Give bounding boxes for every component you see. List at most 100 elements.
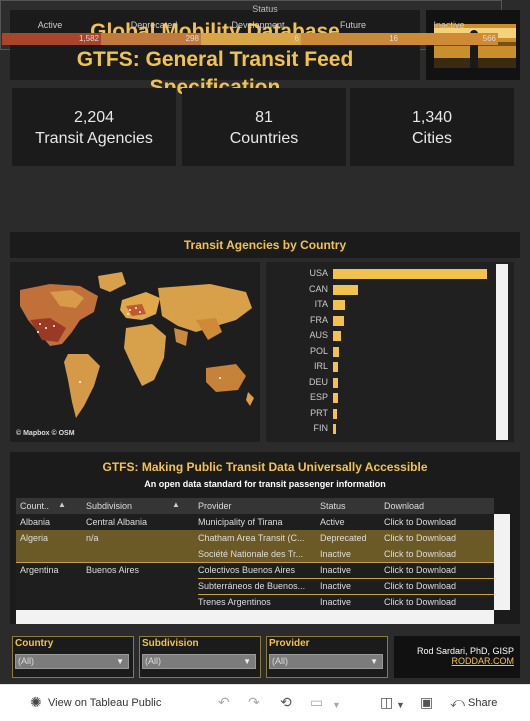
table-horizontal-scrollbar[interactable] — [16, 610, 494, 624]
table-cell-status: Inactive — [320, 597, 352, 607]
table-cell-country — [20, 594, 84, 610]
world-map[interactable]: © Mapbox © OSM — [10, 262, 260, 442]
country-bar-row[interactable]: USA — [266, 266, 496, 280]
table-row[interactable]: Argentina Buenos Aires Colectivos Buenos A… — [16, 562, 494, 578]
status-segment-development[interactable]: 6 — [201, 33, 301, 45]
sort-icon[interactable]: ▲ — [58, 500, 66, 509]
country-bar-row[interactable]: ESP — [266, 390, 496, 404]
country-bar[interactable] — [333, 362, 338, 372]
country-bar[interactable] — [333, 284, 358, 295]
redo-icon[interactable]: ↷ — [248, 694, 260, 710]
pause-icon[interactable]: ▭ — [310, 694, 324, 710]
table-cell-download[interactable]: Click to Download — [384, 565, 457, 575]
country-bar-row[interactable]: CAN — [266, 282, 496, 296]
country-bar[interactable] — [333, 346, 339, 357]
row-divider — [198, 594, 494, 595]
country-bar-chart[interactable]: USA CAN ITA FRA AUS POL IRL DEU ESP PRT FIN — [266, 262, 514, 442]
table-cell-status: Active — [320, 517, 345, 527]
provider-filter[interactable]: Provider (All) ▼ — [266, 636, 388, 678]
table-row[interactable]: Algeria n/a Chatham Area Transit (C... Depr… — [16, 530, 494, 546]
subdivision-filter-select[interactable]: (All) ▼ — [142, 654, 256, 669]
view-on-tableau-link[interactable]: View on Tableau Public — [48, 697, 162, 709]
sort-icon[interactable]: ▲ — [172, 500, 180, 509]
country-bar[interactable] — [333, 408, 337, 419]
country-filter-select[interactable]: (All) ▼ — [15, 654, 129, 669]
table-cell-subdivision: Buenos Aires — [86, 565, 140, 575]
share-button[interactable]: Share — [468, 697, 498, 709]
table-row[interactable]: Trenes Argentinos Inactive Click to Downlo… — [16, 594, 494, 610]
country-bar[interactable] — [333, 393, 338, 403]
country-bar-row[interactable]: PRT — [266, 406, 496, 420]
country-bar[interactable] — [333, 424, 336, 434]
country-code-label: PRT — [310, 407, 328, 418]
status-label-development: Development — [231, 20, 285, 30]
table-cell-country: Argentina — [20, 565, 59, 575]
map-attribution[interactable]: © Mapbox © OSM — [16, 430, 75, 437]
table-cell-subdivision — [86, 546, 194, 562]
table-cell-download[interactable]: Click to Download — [384, 517, 457, 527]
status-segment-deprecated[interactable]: 298 — [101, 33, 201, 45]
country-code-label: IRL — [313, 361, 328, 371]
provider-table[interactable]: Count.. ▲ Subdivision ▲ Provider Status … — [16, 498, 494, 611]
table-row[interactable]: Albania Central Albania Municipality of Ti… — [16, 514, 494, 530]
author-credit: Rod Sardari, PhD, GISP RODDAR.COM — [394, 636, 520, 678]
table-cell-download[interactable]: Click to Download — [384, 533, 457, 543]
table-cell-country — [20, 578, 84, 594]
country-bar-row[interactable]: AUS — [266, 328, 496, 342]
country-code-label: POL — [309, 345, 328, 356]
country-bar-row[interactable]: POL — [266, 344, 496, 358]
kpi-label: Countries — [229, 130, 299, 147]
country-bar[interactable] — [333, 300, 345, 310]
status-segment-future[interactable]: 16 — [301, 33, 400, 45]
gtfs-title: GTFS: Making Public Transit Data Univers… — [102, 460, 428, 474]
author-link[interactable]: RODDAR.COM — [451, 656, 515, 666]
table-cell-subdivision: n/a — [86, 533, 99, 543]
table-cell-download[interactable]: Click to Download — [384, 549, 457, 559]
table-row[interactable]: Subterráneos de Buenos... Inactive Click t… — [16, 578, 494, 594]
country-bar[interactable] — [333, 377, 338, 388]
world-map-graphic — [10, 262, 260, 442]
status-label-inactive: Inactive — [433, 20, 465, 30]
table-cell-status: Deprecated — [320, 533, 367, 543]
status-bar-chart[interactable]: Status Active Deprecated Development Fut… — [0, 0, 502, 50]
status-label-future: Future — [339, 20, 366, 30]
dashboard: Global Mobility Database GTFS: General T… — [0, 0, 530, 684]
column-header-provider[interactable]: Provider — [198, 501, 232, 511]
kpi-value: 81 — [255, 109, 273, 126]
chevron-down-icon: ▼ — [243, 657, 251, 666]
table-cell-provider: Subterráneos de Buenos... — [198, 581, 306, 591]
status-segment-inactive[interactable]: 566 — [400, 33, 498, 45]
country-bar-row[interactable]: DEU — [266, 375, 496, 389]
download-icon[interactable]: ◫ — [380, 694, 394, 710]
chevron-down-icon: ▼ — [370, 657, 378, 666]
country-bar[interactable] — [333, 269, 487, 279]
chevron-down-icon[interactable]: ▼ — [332, 700, 341, 710]
bar-chart-scrollbar[interactable] — [496, 264, 508, 440]
chevron-down-icon[interactable]: ▼ — [396, 700, 405, 710]
table-cell-status: Inactive — [320, 565, 352, 575]
table-row[interactable]: Société Nationale des Tr... Inactive Click… — [16, 546, 494, 562]
share-icon[interactable]: ⤺ — [450, 694, 465, 710]
column-header-download[interactable]: Download — [384, 501, 425, 511]
country-bar-row[interactable]: FRA — [266, 313, 496, 327]
kpi-value: 2,204 — [73, 109, 115, 126]
country-bar[interactable] — [333, 331, 341, 341]
column-header-country[interactable]: Count.. — [20, 501, 50, 511]
fullscreen-icon[interactable]: ▣ — [420, 694, 434, 710]
undo-icon[interactable]: ↶ — [218, 694, 230, 710]
column-header-subdivision[interactable]: Subdivision — [86, 501, 133, 511]
revert-icon[interactable]: ⟲ — [280, 694, 292, 710]
country-bar-row[interactable]: IRL — [266, 359, 496, 373]
country-bar-row[interactable]: ITA — [266, 297, 496, 311]
table-vertical-scrollbar[interactable] — [494, 514, 510, 610]
column-header-status[interactable]: Status — [320, 501, 346, 511]
country-filter[interactable]: Country (All) ▼ — [12, 636, 134, 678]
country-bar-row[interactable]: FIN — [266, 421, 496, 435]
table-cell-download[interactable]: Click to Download — [384, 597, 457, 607]
provider-filter-select[interactable]: (All) ▼ — [269, 654, 383, 669]
status-segment-active[interactable]: 1,582 — [2, 33, 101, 45]
table-header: Count.. ▲ Subdivision ▲ Provider Status … — [16, 498, 494, 514]
table-cell-download[interactable]: Click to Download — [384, 581, 457, 591]
subdivision-filter[interactable]: Subdivision (All) ▼ — [139, 636, 261, 678]
country-bar[interactable] — [333, 315, 344, 326]
